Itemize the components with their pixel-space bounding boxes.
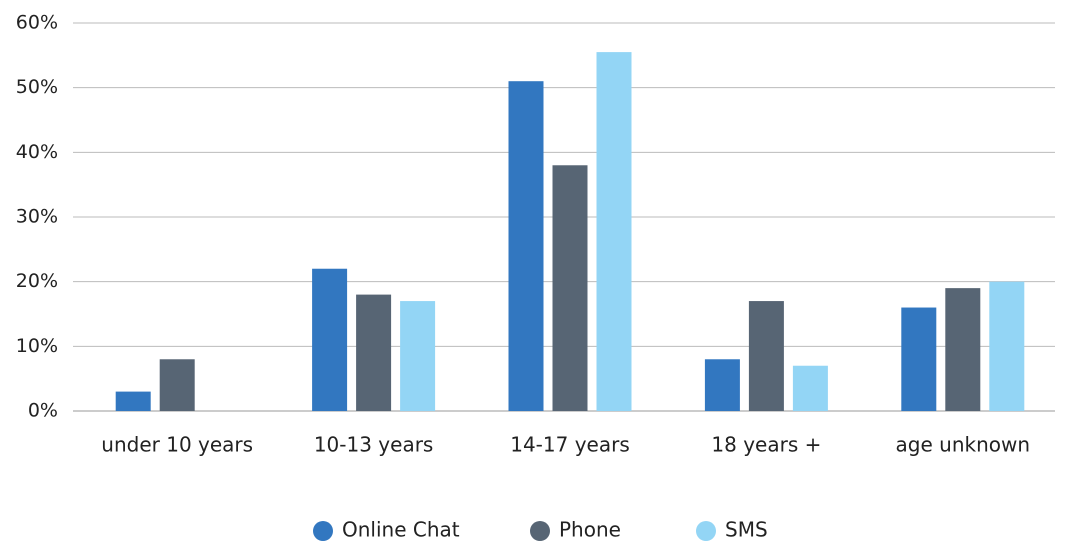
bar bbox=[945, 288, 981, 411]
x-tick-label: age unknown bbox=[896, 433, 1031, 457]
bar bbox=[596, 52, 632, 411]
legend-label: Phone bbox=[559, 518, 621, 542]
y-tick-label: 40% bbox=[16, 141, 58, 163]
x-tick-label: 14-17 years bbox=[510, 433, 630, 457]
y-tick-label: 50% bbox=[16, 76, 58, 98]
bar bbox=[356, 294, 392, 411]
legend-label: SMS bbox=[725, 518, 768, 542]
bar bbox=[508, 81, 544, 411]
bar bbox=[704, 359, 740, 411]
legend-label: Online Chat bbox=[342, 518, 460, 542]
bar bbox=[989, 281, 1025, 411]
x-tick-label: under 10 years bbox=[101, 433, 253, 457]
y-tick-label: 10% bbox=[16, 335, 58, 357]
x-tick-label: 18 years + bbox=[711, 433, 821, 457]
bar bbox=[115, 391, 151, 411]
bar bbox=[748, 301, 784, 411]
y-tick-label: 60% bbox=[16, 12, 58, 34]
bar bbox=[159, 359, 195, 411]
bar bbox=[901, 307, 937, 411]
bar bbox=[792, 365, 828, 411]
legend-swatch bbox=[530, 521, 550, 541]
y-tick-label: 30% bbox=[16, 206, 58, 228]
y-tick-label: 20% bbox=[16, 270, 58, 292]
bar bbox=[552, 165, 588, 411]
bar bbox=[400, 301, 436, 411]
legend-swatch bbox=[313, 521, 333, 541]
y-tick-label: 0% bbox=[28, 400, 58, 422]
legend-swatch bbox=[696, 521, 716, 541]
x-tick-label: 10-13 years bbox=[314, 433, 434, 457]
bar bbox=[312, 268, 348, 411]
